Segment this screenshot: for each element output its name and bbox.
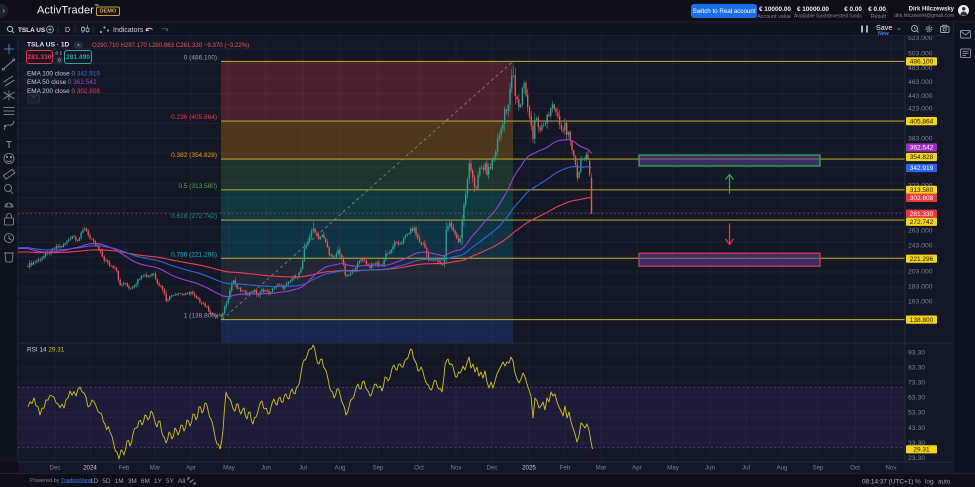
svg-text:281.330: 281.330 bbox=[910, 211, 934, 218]
svg-text:Feb: Feb bbox=[119, 465, 130, 472]
svg-text:272.742: 272.742 bbox=[910, 219, 934, 226]
svg-text:Nov: Nov bbox=[885, 465, 897, 472]
svg-text:43.30: 43.30 bbox=[908, 425, 925, 432]
svg-text:D: D bbox=[65, 27, 70, 34]
svg-text:Nov: Nov bbox=[450, 465, 462, 472]
svg-text:0 (486.100): 0 (486.100) bbox=[184, 54, 217, 61]
svg-text:23.30: 23.30 bbox=[908, 455, 925, 462]
svg-text:Mar: Mar bbox=[596, 465, 607, 472]
svg-text:Mar: Mar bbox=[150, 465, 161, 472]
svg-text:163.000: 163.000 bbox=[908, 299, 933, 306]
svg-text:263.000: 263.000 bbox=[908, 228, 933, 235]
svg-text:33.30: 33.30 bbox=[908, 440, 925, 447]
svg-text:383.000: 383.000 bbox=[908, 136, 933, 143]
svg-text:Dec: Dec bbox=[486, 465, 497, 472]
svg-text:423.000: 423.000 bbox=[908, 106, 933, 113]
svg-text:T: T bbox=[6, 140, 12, 151]
svg-text:Jun: Jun bbox=[705, 465, 716, 472]
svg-text:Oct: Oct bbox=[414, 465, 424, 472]
svg-text:Indicators: Indicators bbox=[113, 27, 144, 34]
svg-text:0.382 (354.828): 0.382 (354.828) bbox=[171, 152, 217, 159]
svg-text:138.800: 138.800 bbox=[910, 317, 934, 324]
svg-text:362.542: 362.542 bbox=[910, 145, 934, 152]
svg-text:73.30: 73.30 bbox=[908, 380, 925, 387]
svg-text:Jun: Jun bbox=[261, 465, 272, 472]
svg-text:Dec: Dec bbox=[49, 465, 60, 472]
svg-text:2024: 2024 bbox=[83, 465, 97, 472]
svg-text:486.100: 486.100 bbox=[910, 59, 934, 66]
svg-text:Apr: Apr bbox=[632, 465, 642, 472]
svg-text:463.000: 463.000 bbox=[908, 79, 933, 86]
svg-text:TSLA US: TSLA US bbox=[18, 27, 46, 34]
svg-text:183.000: 183.000 bbox=[908, 284, 933, 291]
svg-text:May: May bbox=[667, 465, 680, 472]
svg-text:0.618 (272.742): 0.618 (272.742) bbox=[171, 213, 217, 220]
svg-text:83.30: 83.30 bbox=[908, 364, 925, 371]
svg-text:405.864: 405.864 bbox=[910, 118, 934, 125]
svg-text:1 (138.800): 1 (138.800) bbox=[184, 313, 217, 320]
svg-text:221.296: 221.296 bbox=[910, 256, 934, 263]
svg-text:342.919: 342.919 bbox=[910, 165, 934, 172]
svg-text:63.30: 63.30 bbox=[908, 395, 925, 402]
svg-text:243.000: 243.000 bbox=[908, 243, 933, 250]
svg-text:53.30: 53.30 bbox=[908, 410, 925, 417]
svg-text:483.000: 483.000 bbox=[908, 65, 933, 72]
svg-text:0.236 (405.864): 0.236 (405.864) bbox=[171, 114, 217, 121]
svg-text:May: May bbox=[223, 465, 236, 472]
svg-text:523.000: 523.000 bbox=[908, 35, 933, 42]
svg-text:0.5 (313.580): 0.5 (313.580) bbox=[178, 183, 217, 190]
svg-text:354.828: 354.828 bbox=[910, 154, 934, 161]
svg-text:2025: 2025 bbox=[522, 465, 536, 472]
svg-text:Feb: Feb bbox=[560, 465, 571, 472]
svg-text:313.580: 313.580 bbox=[910, 187, 934, 194]
svg-text:302.808: 302.808 bbox=[910, 195, 934, 202]
svg-text:503.000: 503.000 bbox=[908, 51, 933, 58]
svg-text:Jul: Jul bbox=[299, 465, 307, 472]
svg-text:203.000: 203.000 bbox=[908, 269, 933, 276]
svg-text:443.000: 443.000 bbox=[908, 93, 933, 100]
svg-text:Oct: Oct bbox=[850, 465, 860, 472]
svg-text:0.786 (221.296): 0.786 (221.296) bbox=[171, 251, 217, 258]
svg-text:29.31: 29.31 bbox=[913, 447, 930, 454]
svg-text:Apr: Apr bbox=[186, 465, 196, 472]
svg-text:Sep: Sep bbox=[812, 465, 824, 472]
svg-text:Sep: Sep bbox=[372, 465, 384, 472]
svg-text:Jul: Jul bbox=[742, 465, 750, 472]
svg-text:Aug: Aug bbox=[334, 465, 346, 472]
svg-text:Aug: Aug bbox=[776, 465, 788, 472]
svg-text:93.30: 93.30 bbox=[908, 349, 925, 356]
